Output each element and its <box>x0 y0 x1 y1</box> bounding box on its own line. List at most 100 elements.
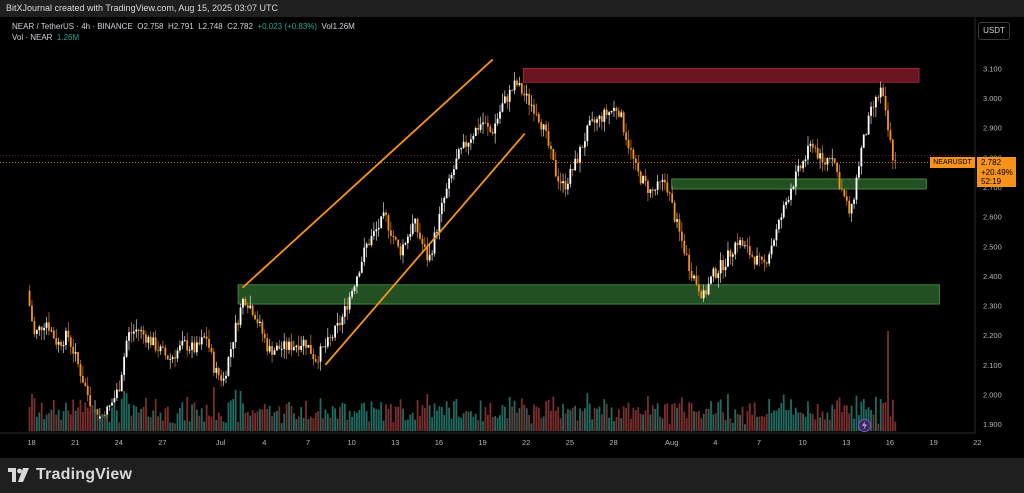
lightning-icon[interactable] <box>858 419 871 432</box>
candle-body <box>74 352 77 354</box>
volume-bar <box>593 407 596 432</box>
volume-bar <box>724 419 727 432</box>
volume-bar <box>348 410 351 432</box>
candle-body <box>777 219 780 230</box>
candle-body <box>152 337 155 346</box>
candle-body <box>186 340 189 351</box>
volume-legend-label: Vol · NEAR <box>12 33 53 42</box>
tradingview-logo[interactable]: TradingView <box>8 466 132 484</box>
volume-bar <box>741 406 744 432</box>
volume-bar <box>89 409 92 432</box>
candle-body <box>309 344 312 355</box>
candle-body <box>295 345 298 347</box>
candle-body <box>620 112 623 117</box>
candle-body <box>719 260 722 274</box>
volume-bar <box>183 420 186 432</box>
candle-body <box>516 80 518 86</box>
candle-body <box>402 244 404 256</box>
candle-body <box>882 87 885 96</box>
volume-bar <box>406 419 409 432</box>
candle-body <box>339 322 341 326</box>
time-axis-tick: 13 <box>391 438 399 447</box>
volume-bar <box>668 423 671 432</box>
volume-bar <box>712 414 715 432</box>
volume-bar <box>853 418 855 432</box>
candle-body <box>569 168 572 184</box>
volume-bar <box>707 408 710 432</box>
candle-body <box>300 345 303 350</box>
volume-bar <box>513 400 516 432</box>
volume-bar <box>874 396 877 432</box>
volume-bar <box>200 408 203 432</box>
volume-bar <box>654 408 657 432</box>
volume-bar <box>816 403 819 432</box>
volume-bar <box>608 417 611 432</box>
volume-bar <box>848 413 851 432</box>
candle-body <box>613 107 615 111</box>
volume-bar <box>52 399 55 432</box>
volume-bar <box>266 408 269 432</box>
candle-body <box>280 348 283 350</box>
candle-body <box>552 149 555 161</box>
volume-bar <box>850 405 853 432</box>
volume-bar <box>130 415 133 432</box>
candle-body <box>790 188 792 200</box>
candle-body <box>467 142 470 147</box>
candle-body <box>290 341 293 351</box>
volume-bar <box>35 416 38 432</box>
candle-body <box>833 158 836 163</box>
candle-body <box>741 240 744 246</box>
volume-bar <box>831 404 834 432</box>
candle-body <box>251 305 254 315</box>
volume-bar <box>862 398 865 432</box>
candle-body <box>43 327 46 331</box>
price-chart[interactable]: 3.1003.0002.9002.8002.7002.6002.5002.400… <box>0 0 1024 458</box>
candle-body <box>278 345 281 350</box>
time-axis-tick: 16 <box>886 438 894 447</box>
candle-body <box>666 182 669 193</box>
price-axis-tick: 2.100 <box>983 361 1002 370</box>
volume-bar <box>605 403 608 432</box>
candle-body <box>819 153 822 159</box>
ohlc-legend: NEAR / TetherUS · 4h · BINANCE O2.758 H2… <box>12 22 355 31</box>
time-axis-tick: 27 <box>158 438 166 447</box>
price-axis-tick: 1.900 <box>983 420 1002 429</box>
volume-bar <box>341 402 344 432</box>
volume-bar <box>559 418 562 432</box>
volume-bar <box>225 422 227 432</box>
volume-bar <box>205 404 208 432</box>
legend-vol: 1.26M <box>332 22 355 31</box>
candle-body <box>746 245 749 247</box>
candle-body <box>867 115 870 135</box>
candle-body <box>622 112 625 133</box>
volume-bar <box>251 410 254 432</box>
volume-bar <box>518 408 521 432</box>
volume-bar <box>256 411 259 432</box>
candle-body <box>140 330 143 332</box>
candle-body <box>739 240 741 245</box>
volume-bar <box>147 416 150 432</box>
volume-bar <box>710 401 712 432</box>
candle-body <box>35 330 38 335</box>
currency-button[interactable]: USDT <box>978 22 1010 40</box>
volume-bar <box>280 423 283 432</box>
candle-body <box>600 115 603 122</box>
candle-body <box>220 375 223 381</box>
candle-body <box>797 165 800 172</box>
volume-bar <box>457 416 460 432</box>
volume-legend: Vol · NEAR 1.26M <box>12 33 79 42</box>
support-zone-lower <box>237 284 940 305</box>
candle-body <box>67 330 70 338</box>
candle-body <box>118 389 121 392</box>
candle-body <box>586 125 589 142</box>
legend-low: 2.748 <box>202 22 223 31</box>
volume-bar <box>416 400 419 432</box>
volume-bar <box>799 412 802 432</box>
candle-body <box>368 243 370 246</box>
candle-body <box>794 171 797 187</box>
volume-bar <box>125 393 128 432</box>
volume-bar <box>620 418 623 432</box>
volume-bar <box>443 414 446 432</box>
volume-bar <box>67 410 70 432</box>
volume-bar <box>845 405 848 432</box>
